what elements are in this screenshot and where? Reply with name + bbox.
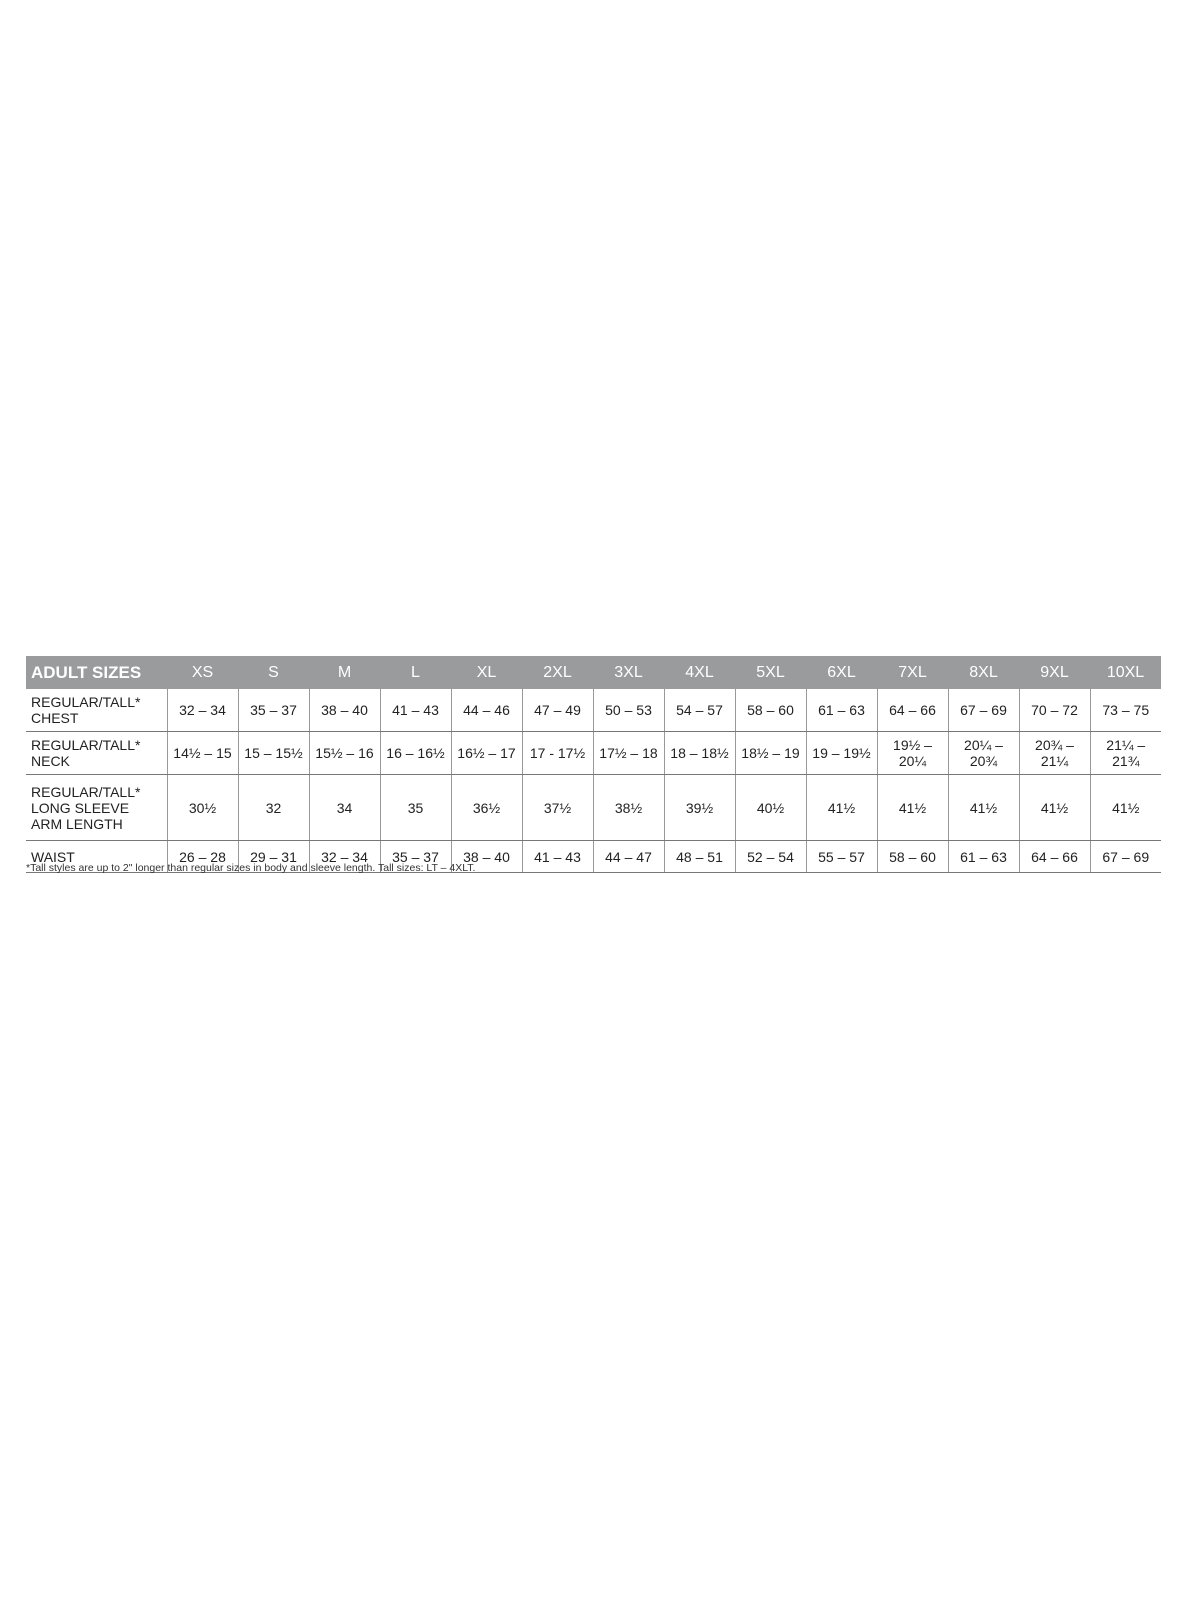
size-header-7xl: 7XL	[877, 656, 948, 689]
table-cell: 21¼ – 21¾	[1089, 731, 1161, 775]
row-label: REGULAR/TALL* CHEST	[26, 689, 167, 732]
table-cell: 18 – 18½	[663, 731, 735, 775]
table-cell: 41½	[805, 774, 877, 841]
size-header-3xl: 3XL	[593, 656, 664, 689]
table-cell: 41 – 43	[521, 840, 593, 873]
table-cell: 41½	[1018, 774, 1090, 841]
table-cell: 20¾ – 21¼	[1018, 731, 1090, 775]
table-cell: 64 – 66	[1018, 840, 1090, 873]
table-cell: 70 – 72	[1018, 689, 1090, 732]
table-cell: 15½ – 16	[308, 731, 380, 775]
table-cell: 32	[237, 774, 309, 841]
table-cell: 30½	[166, 774, 238, 841]
table-cell: 61 – 63	[947, 840, 1019, 873]
footnote: *Tall styles are up to 2" longer than re…	[26, 862, 476, 874]
table-cell: 35 – 37	[237, 689, 309, 732]
size-header-xs: XS	[167, 656, 238, 689]
size-header-xl: XL	[451, 656, 522, 689]
table-cell: 38½	[592, 774, 664, 841]
table-cell: 29 – 31	[237, 840, 309, 873]
table-cell: 19½ – 20¼	[876, 731, 948, 775]
table-cell: 35 – 37	[379, 840, 451, 873]
row-label-line: CHEST	[31, 710, 79, 726]
table-cell: 38 – 40	[308, 689, 380, 732]
row-label-line: WAIST	[31, 848, 75, 865]
table-cell: 32 – 34	[166, 689, 238, 732]
row-label-line: REGULAR/TALL*	[31, 737, 141, 753]
table-cell: 50 – 53	[592, 689, 664, 732]
table-cell: 41½	[876, 774, 948, 841]
table-cell: 41½	[1089, 774, 1161, 841]
size-header-s: S	[238, 656, 309, 689]
row-label: REGULAR/TALL* NECK	[26, 731, 167, 775]
table-cell: 14½ – 15	[166, 731, 238, 775]
table-cell: 34	[308, 774, 380, 841]
row-label-line: LONG SLEEVE	[31, 799, 130, 816]
table-cell: 26 – 28	[166, 840, 238, 873]
table-cell: 58 – 60	[876, 840, 948, 873]
table-cell: 58 – 60	[734, 689, 806, 732]
size-header-2xl: 2XL	[522, 656, 593, 689]
table-cell: 16½ – 17	[450, 731, 522, 775]
table-cell: 37½	[521, 774, 593, 841]
table-cell: 40½	[734, 774, 806, 841]
table-cell: 16 – 16½	[379, 731, 451, 775]
size-header-4xl: 4XL	[664, 656, 735, 689]
table-cell: 64 – 66	[876, 689, 948, 732]
size-chart-table: ADULT SIZES XS S M L XL 2XL 3XL 4XL 5XL 6XL 7XL 8XL…	[26, 656, 1161, 873]
table-cell: 54 – 57	[663, 689, 735, 732]
table-cell: 47 – 49	[521, 689, 593, 732]
table-cell: 44 – 47	[592, 840, 664, 873]
size-header-10xl: 10XL	[1090, 656, 1161, 689]
row-label-line: ARM LENGTH	[31, 815, 123, 832]
table-cell: 41 – 43	[379, 689, 451, 732]
table-cell: 19 – 19½	[805, 731, 877, 775]
table-cell: 44 – 46	[450, 689, 522, 732]
row-label-line: REGULAR/TALL*	[31, 783, 141, 800]
table-cell: 35	[379, 774, 451, 841]
table-cell: 52 – 54	[734, 840, 806, 873]
table-cell: 67 – 69	[1089, 840, 1161, 873]
table-cell: 18½ – 19	[734, 731, 806, 775]
table-cell: 17 - 17½	[521, 731, 593, 775]
row-label-line: REGULAR/TALL*	[31, 694, 141, 710]
size-header-8xl: 8XL	[948, 656, 1019, 689]
row-label: WAIST	[26, 840, 167, 873]
size-header-9xl: 9XL	[1019, 656, 1090, 689]
table-cell: 73 – 75	[1089, 689, 1161, 732]
table-cell: 41½	[947, 774, 1019, 841]
table-cell: 67 – 69	[947, 689, 1019, 732]
table-cell: 38 – 40	[450, 840, 522, 873]
size-header-5xl: 5XL	[735, 656, 806, 689]
size-header-m: M	[309, 656, 380, 689]
row-label: REGULAR/TALL* LONG SLEEVE ARM LENGTH	[26, 774, 167, 841]
table-cell: 48 – 51	[663, 840, 735, 873]
table-cell: 15 – 15½	[237, 731, 309, 775]
row-label-line: NECK	[31, 753, 70, 769]
table-cell: 39½	[663, 774, 735, 841]
header-label: ADULT SIZES	[26, 656, 167, 689]
table-cell: 36½	[450, 774, 522, 841]
table-cell: 55 – 57	[805, 840, 877, 873]
header-row: ADULT SIZES XS S M L XL 2XL 3XL 4XL 5XL 6XL 7XL 8XL…	[26, 656, 1161, 689]
table-cell: 32 – 34	[308, 840, 380, 873]
table-row: REGULAR/TALL* CHEST 32 – 34 35 – 37 38 – 40 4…	[26, 689, 1161, 732]
table-row: REGULAR/TALL* LONG SLEEVE ARM LENGTH 30½ 32 3…	[26, 774, 1161, 841]
table-row: REGULAR/TALL* NECK 14½ – 15 15 – 15½ 15½ – 1…	[26, 731, 1161, 775]
table-cell: 61 – 63	[805, 689, 877, 732]
size-header-l: L	[380, 656, 451, 689]
size-header-6xl: 6XL	[806, 656, 877, 689]
table-row: WAIST 26 – 28 29 – 31 32 – 34 35 – 37 38 – 40…	[26, 840, 1161, 873]
table-cell: 20¼ – 20¾	[947, 731, 1019, 775]
table-cell: 17½ – 18	[592, 731, 664, 775]
